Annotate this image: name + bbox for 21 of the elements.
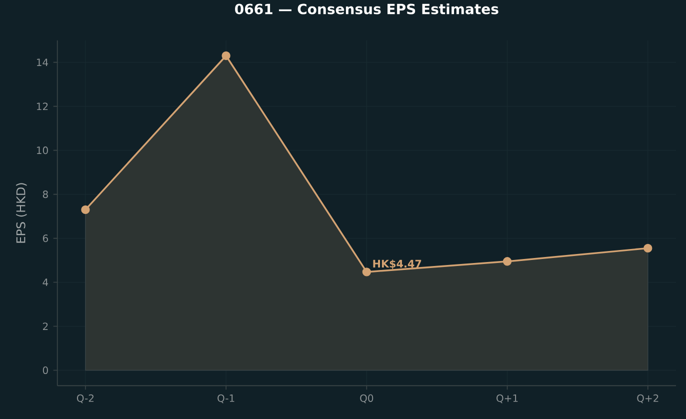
y-axis-title: EPS (HKD) <box>16 183 27 243</box>
x-tick-label: Q+2 <box>637 394 658 404</box>
y-tick-label: 14 <box>37 58 48 66</box>
y-tick-label: 10 <box>37 146 48 154</box>
y-tick-label: 0 <box>42 366 48 374</box>
x-tick-label: Q-2 <box>76 394 94 404</box>
y-tick-label: 8 <box>42 190 48 198</box>
point <box>502 257 512 266</box>
y-tick-label: 4 <box>42 278 48 286</box>
x-tick-label: Q+1 <box>496 394 518 404</box>
y-tick-label: 6 <box>42 234 48 242</box>
annotation: HK$4.47 <box>373 260 422 270</box>
point <box>81 205 90 214</box>
y-tick-label: 12 <box>37 102 48 110</box>
chart-title: 0661 — Consensus EPS Estimates <box>235 3 498 14</box>
point <box>222 51 230 60</box>
y-tick-label: 2 <box>42 322 48 330</box>
x-tick-label: Q-1 <box>218 394 234 404</box>
x-tick-label: Q0 <box>360 394 374 404</box>
point <box>644 244 652 253</box>
point <box>362 268 371 276</box>
